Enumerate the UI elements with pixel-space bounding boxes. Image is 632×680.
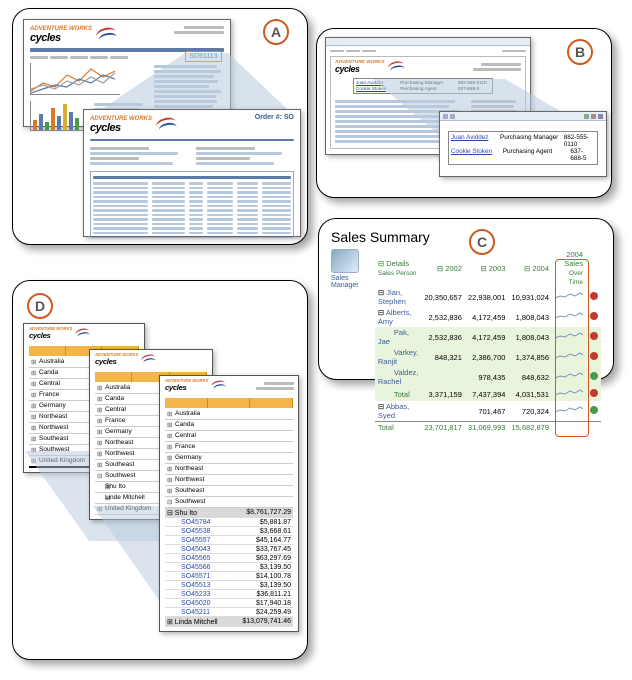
app-window-detail: Juan AviddezPurchasing Manager882-555-01… — [439, 111, 607, 177]
contact-callout-small: Juan AviddezPurchasing Manager882-555-01… — [353, 78, 493, 94]
panel-badge-d: D — [27, 293, 53, 319]
panel-c: Sales Summary C Sales Manager ⊟ DetailsS… — [318, 218, 614, 380]
order-detail-report: ADVENTURE WORKS cycles Order #: SO — [83, 109, 301, 237]
manager-label: Sales Manager — [331, 275, 369, 289]
brand-logo: ADVENTURE WORKS cycles — [335, 60, 484, 74]
panel-a: A ADVENTURE WORKS cycles — [12, 8, 308, 245]
contact-callout-large: Juan AviddezPurchasing Manager882-555-01… — [448, 131, 598, 165]
drilldown-report-level3: ADVENTURE WORKScycles ⊞Australia⊞Canda⊞C… — [159, 375, 299, 632]
order-detail-list: ⊟ Shu Ito$8,761,727.29SO45784$5,881.87SO… — [165, 508, 293, 627]
brand-bottom: cycles — [30, 32, 92, 44]
panel-b: B ADVENTURE WORKS cycles Juan AviddezPur… — [316, 28, 612, 198]
order-callout: SO51113 — [185, 51, 222, 62]
mini-bar-chart — [30, 101, 90, 131]
panel-d: D ADVENTURE WORKScycles ⊞Australia⊞Canda… — [12, 280, 308, 660]
mini-line-chart — [30, 63, 120, 95]
panel-badge-a: A — [263, 19, 289, 45]
sales-summary-title: Sales Summary — [331, 229, 601, 245]
brand-logo: ADVENTURE WORKS cycles — [90, 114, 180, 136]
sparkline-highlight-box — [555, 259, 589, 437]
order-number-label: Order #: SO — [255, 114, 294, 121]
panel-badge-b: B — [567, 39, 593, 65]
manager-avatar — [331, 249, 359, 273]
